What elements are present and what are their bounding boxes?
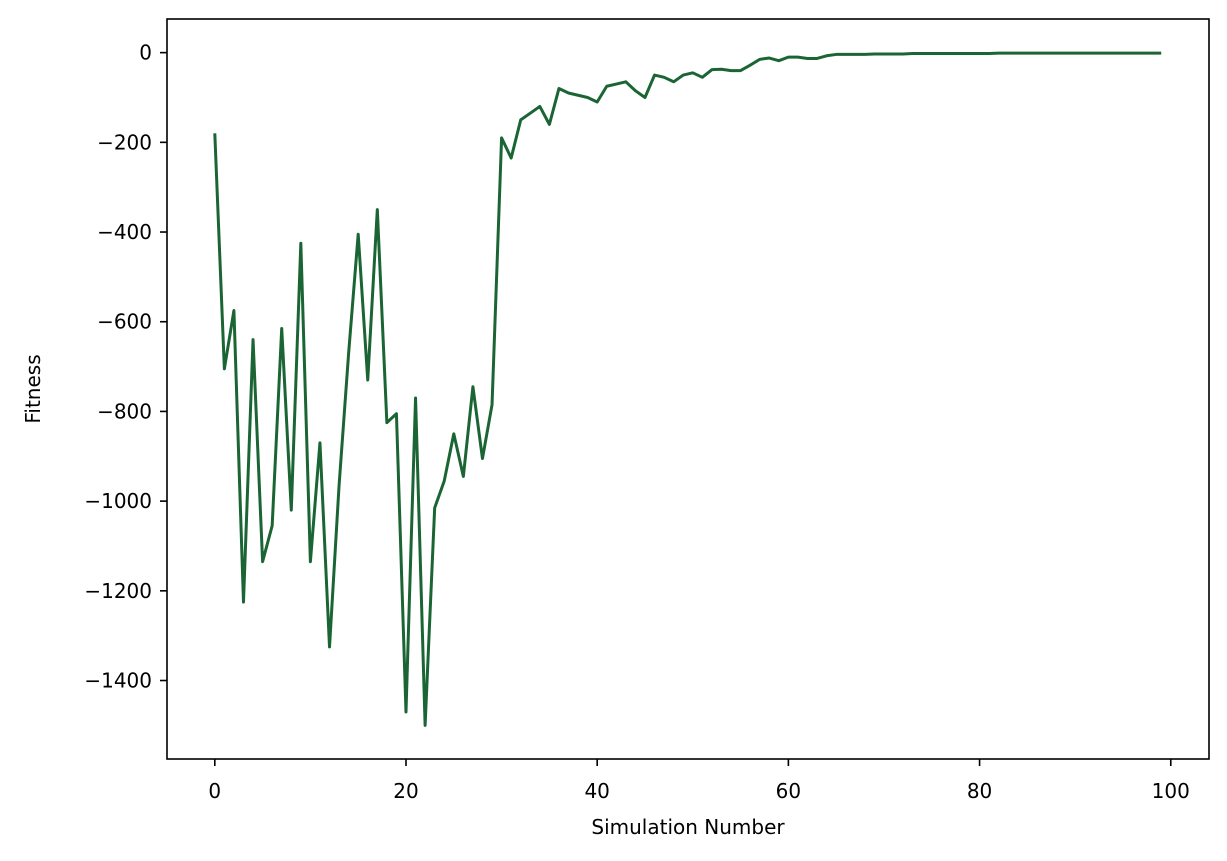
x-axis-ticks: 0 20 40 60 80 100 xyxy=(208,759,1190,803)
x-tick-label: 60 xyxy=(776,779,801,803)
y-tick-label: −600 xyxy=(97,310,152,334)
y-axis-label: Fitness xyxy=(21,354,45,423)
y-tick-label: −400 xyxy=(97,220,152,244)
y-tick-label: 0 xyxy=(139,41,152,65)
y-axis-ticks: 0 −200 −400 −600 −800 −1000 −1200 −1400 xyxy=(84,41,167,693)
x-tick-label: 20 xyxy=(393,779,418,803)
y-tick-label: −800 xyxy=(97,399,152,423)
plot-frame xyxy=(166,18,1210,760)
y-tick-label: −1000 xyxy=(84,489,152,513)
plot-area xyxy=(213,51,1162,727)
y-tick-label: −200 xyxy=(97,130,152,154)
x-tick-label: 0 xyxy=(208,779,221,803)
x-axis-label: Simulation Number xyxy=(591,815,785,839)
x-tick-label: 100 xyxy=(1152,779,1190,803)
fitness-series-line xyxy=(213,51,1162,727)
y-tick-label: −1400 xyxy=(84,669,152,693)
x-tick-label: 80 xyxy=(967,779,992,803)
y-tick-label: −1200 xyxy=(84,579,152,603)
x-tick-label: 40 xyxy=(584,779,609,803)
